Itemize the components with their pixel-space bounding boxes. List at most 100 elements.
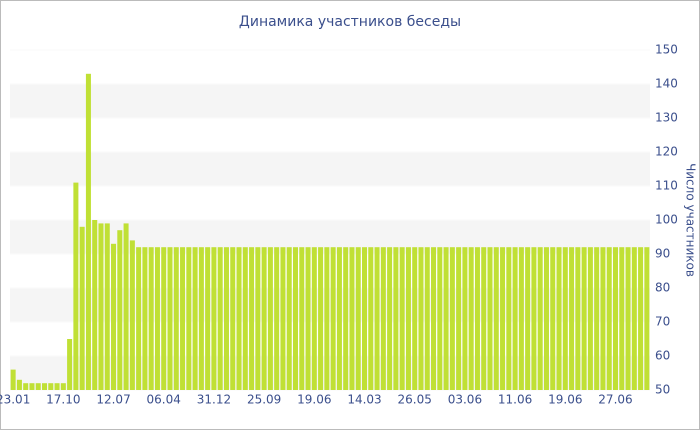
bar (512, 247, 518, 390)
y-tick-label: 150 (655, 43, 678, 57)
bar (374, 247, 380, 390)
bar (474, 247, 480, 390)
bar (54, 383, 60, 390)
bar (368, 247, 374, 390)
bar (525, 247, 531, 390)
bar (261, 247, 267, 390)
bar (205, 247, 211, 390)
x-tick-label: 11.06 (498, 393, 532, 407)
bar (537, 247, 543, 390)
bar (581, 247, 587, 390)
y-tick-label: 60 (655, 349, 670, 363)
grid-band (10, 288, 650, 322)
bar (412, 247, 418, 390)
grid-band (10, 356, 650, 390)
bar (349, 247, 355, 390)
bar (644, 247, 650, 390)
x-tick-label: 12.07 (96, 393, 130, 407)
bar (249, 247, 255, 390)
bar (550, 247, 556, 390)
bar (129, 240, 135, 390)
bar (85, 73, 91, 391)
x-tick-label: 19.06 (548, 393, 582, 407)
bar (587, 247, 593, 390)
bar (437, 247, 443, 390)
bar (449, 247, 455, 390)
bar (506, 247, 512, 390)
bar (111, 243, 117, 390)
bar (73, 182, 79, 390)
y-tick-label: 100 (655, 213, 678, 227)
bar (431, 247, 437, 390)
y-tick-label: 110 (655, 179, 678, 193)
bar (594, 247, 600, 390)
bar (418, 247, 424, 390)
bar (380, 247, 386, 390)
bar (267, 247, 273, 390)
bar (600, 247, 606, 390)
bar (192, 247, 198, 390)
bar (355, 247, 361, 390)
bar (79, 226, 85, 390)
bar (286, 247, 292, 390)
y-tick-label: 90 (655, 247, 670, 261)
y-tick-label: 120 (655, 145, 678, 159)
x-tick-label: 19.06 (297, 393, 331, 407)
bar (562, 247, 568, 390)
bar (424, 247, 430, 390)
bar (330, 247, 336, 390)
y-tick-label: 70 (655, 315, 670, 329)
bar (167, 247, 173, 390)
bar (405, 247, 411, 390)
bar (462, 247, 468, 390)
bar (531, 247, 537, 390)
bar (186, 247, 192, 390)
bar (606, 247, 612, 390)
y-tick-label: 140 (655, 77, 678, 91)
bar (336, 247, 342, 390)
bar (518, 247, 524, 390)
x-tick-label: 25.09 (247, 393, 281, 407)
bar (612, 247, 618, 390)
x-tick-label: 23.01 (0, 393, 30, 407)
x-tick-label: 06.04 (147, 393, 181, 407)
bar (60, 383, 66, 390)
bar (638, 247, 644, 390)
bar (481, 247, 487, 390)
bar (362, 247, 368, 390)
bar (173, 247, 179, 390)
bar (211, 247, 217, 390)
bar (318, 247, 324, 390)
bar (35, 383, 41, 390)
bar (98, 223, 104, 390)
bar (274, 247, 280, 390)
bar (223, 247, 229, 390)
y-tick-label: 130 (655, 111, 678, 125)
bar (324, 247, 330, 390)
bar (180, 247, 186, 390)
grid-band (10, 152, 650, 186)
bar (123, 223, 129, 390)
bar (569, 247, 575, 390)
bar (556, 247, 562, 390)
bar (299, 247, 305, 390)
bar (117, 230, 123, 390)
x-tick-label: 31.12 (197, 393, 231, 407)
y-tick-label: 50 (655, 383, 670, 397)
bar (198, 247, 204, 390)
bar (142, 247, 148, 390)
x-tick-label: 27.06 (598, 393, 632, 407)
bar (292, 247, 298, 390)
bar (16, 379, 22, 390)
bar (619, 247, 625, 390)
bar (92, 220, 98, 390)
bar (29, 383, 35, 390)
x-tick-label: 14.03 (347, 393, 381, 407)
bar (500, 247, 506, 390)
bar (393, 247, 399, 390)
bar (161, 247, 167, 390)
x-tick-label: 03.06 (448, 393, 482, 407)
y-axis-title: Число участников (684, 163, 698, 277)
bar (217, 247, 223, 390)
